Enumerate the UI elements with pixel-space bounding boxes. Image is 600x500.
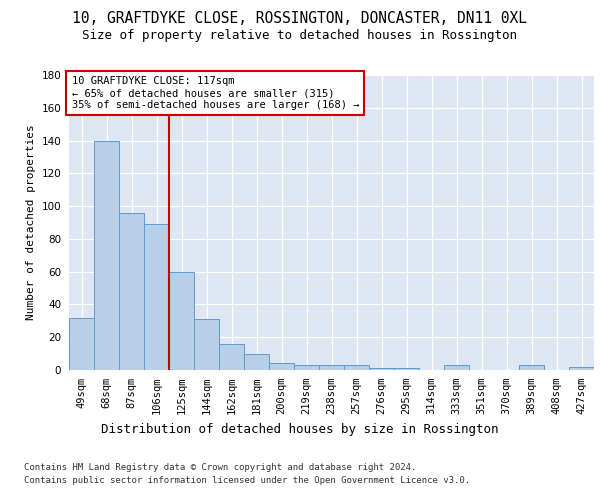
Bar xyxy=(144,224,169,370)
Bar xyxy=(344,365,369,370)
Bar xyxy=(519,365,544,370)
Bar xyxy=(444,365,469,370)
Bar xyxy=(219,344,244,370)
Bar xyxy=(394,368,419,370)
Bar xyxy=(94,140,119,370)
Bar xyxy=(169,272,194,370)
Bar xyxy=(119,212,144,370)
Text: Contains HM Land Registry data © Crown copyright and database right 2024.: Contains HM Land Registry data © Crown c… xyxy=(24,462,416,471)
Bar xyxy=(294,365,319,370)
Text: Size of property relative to detached houses in Rossington: Size of property relative to detached ho… xyxy=(83,28,517,42)
Bar xyxy=(194,319,219,370)
Bar xyxy=(244,354,269,370)
Bar xyxy=(269,364,294,370)
Bar xyxy=(319,365,344,370)
Bar xyxy=(569,366,594,370)
Bar xyxy=(69,318,94,370)
Text: 10 GRAFTDYKE CLOSE: 117sqm
← 65% of detached houses are smaller (315)
35% of sem: 10 GRAFTDYKE CLOSE: 117sqm ← 65% of deta… xyxy=(71,76,359,110)
Text: Distribution of detached houses by size in Rossington: Distribution of detached houses by size … xyxy=(101,422,499,436)
Text: Contains public sector information licensed under the Open Government Licence v3: Contains public sector information licen… xyxy=(24,476,470,485)
Y-axis label: Number of detached properties: Number of detached properties xyxy=(26,124,36,320)
Text: 10, GRAFTDYKE CLOSE, ROSSINGTON, DONCASTER, DN11 0XL: 10, GRAFTDYKE CLOSE, ROSSINGTON, DONCAST… xyxy=(73,11,527,26)
Bar xyxy=(369,368,394,370)
